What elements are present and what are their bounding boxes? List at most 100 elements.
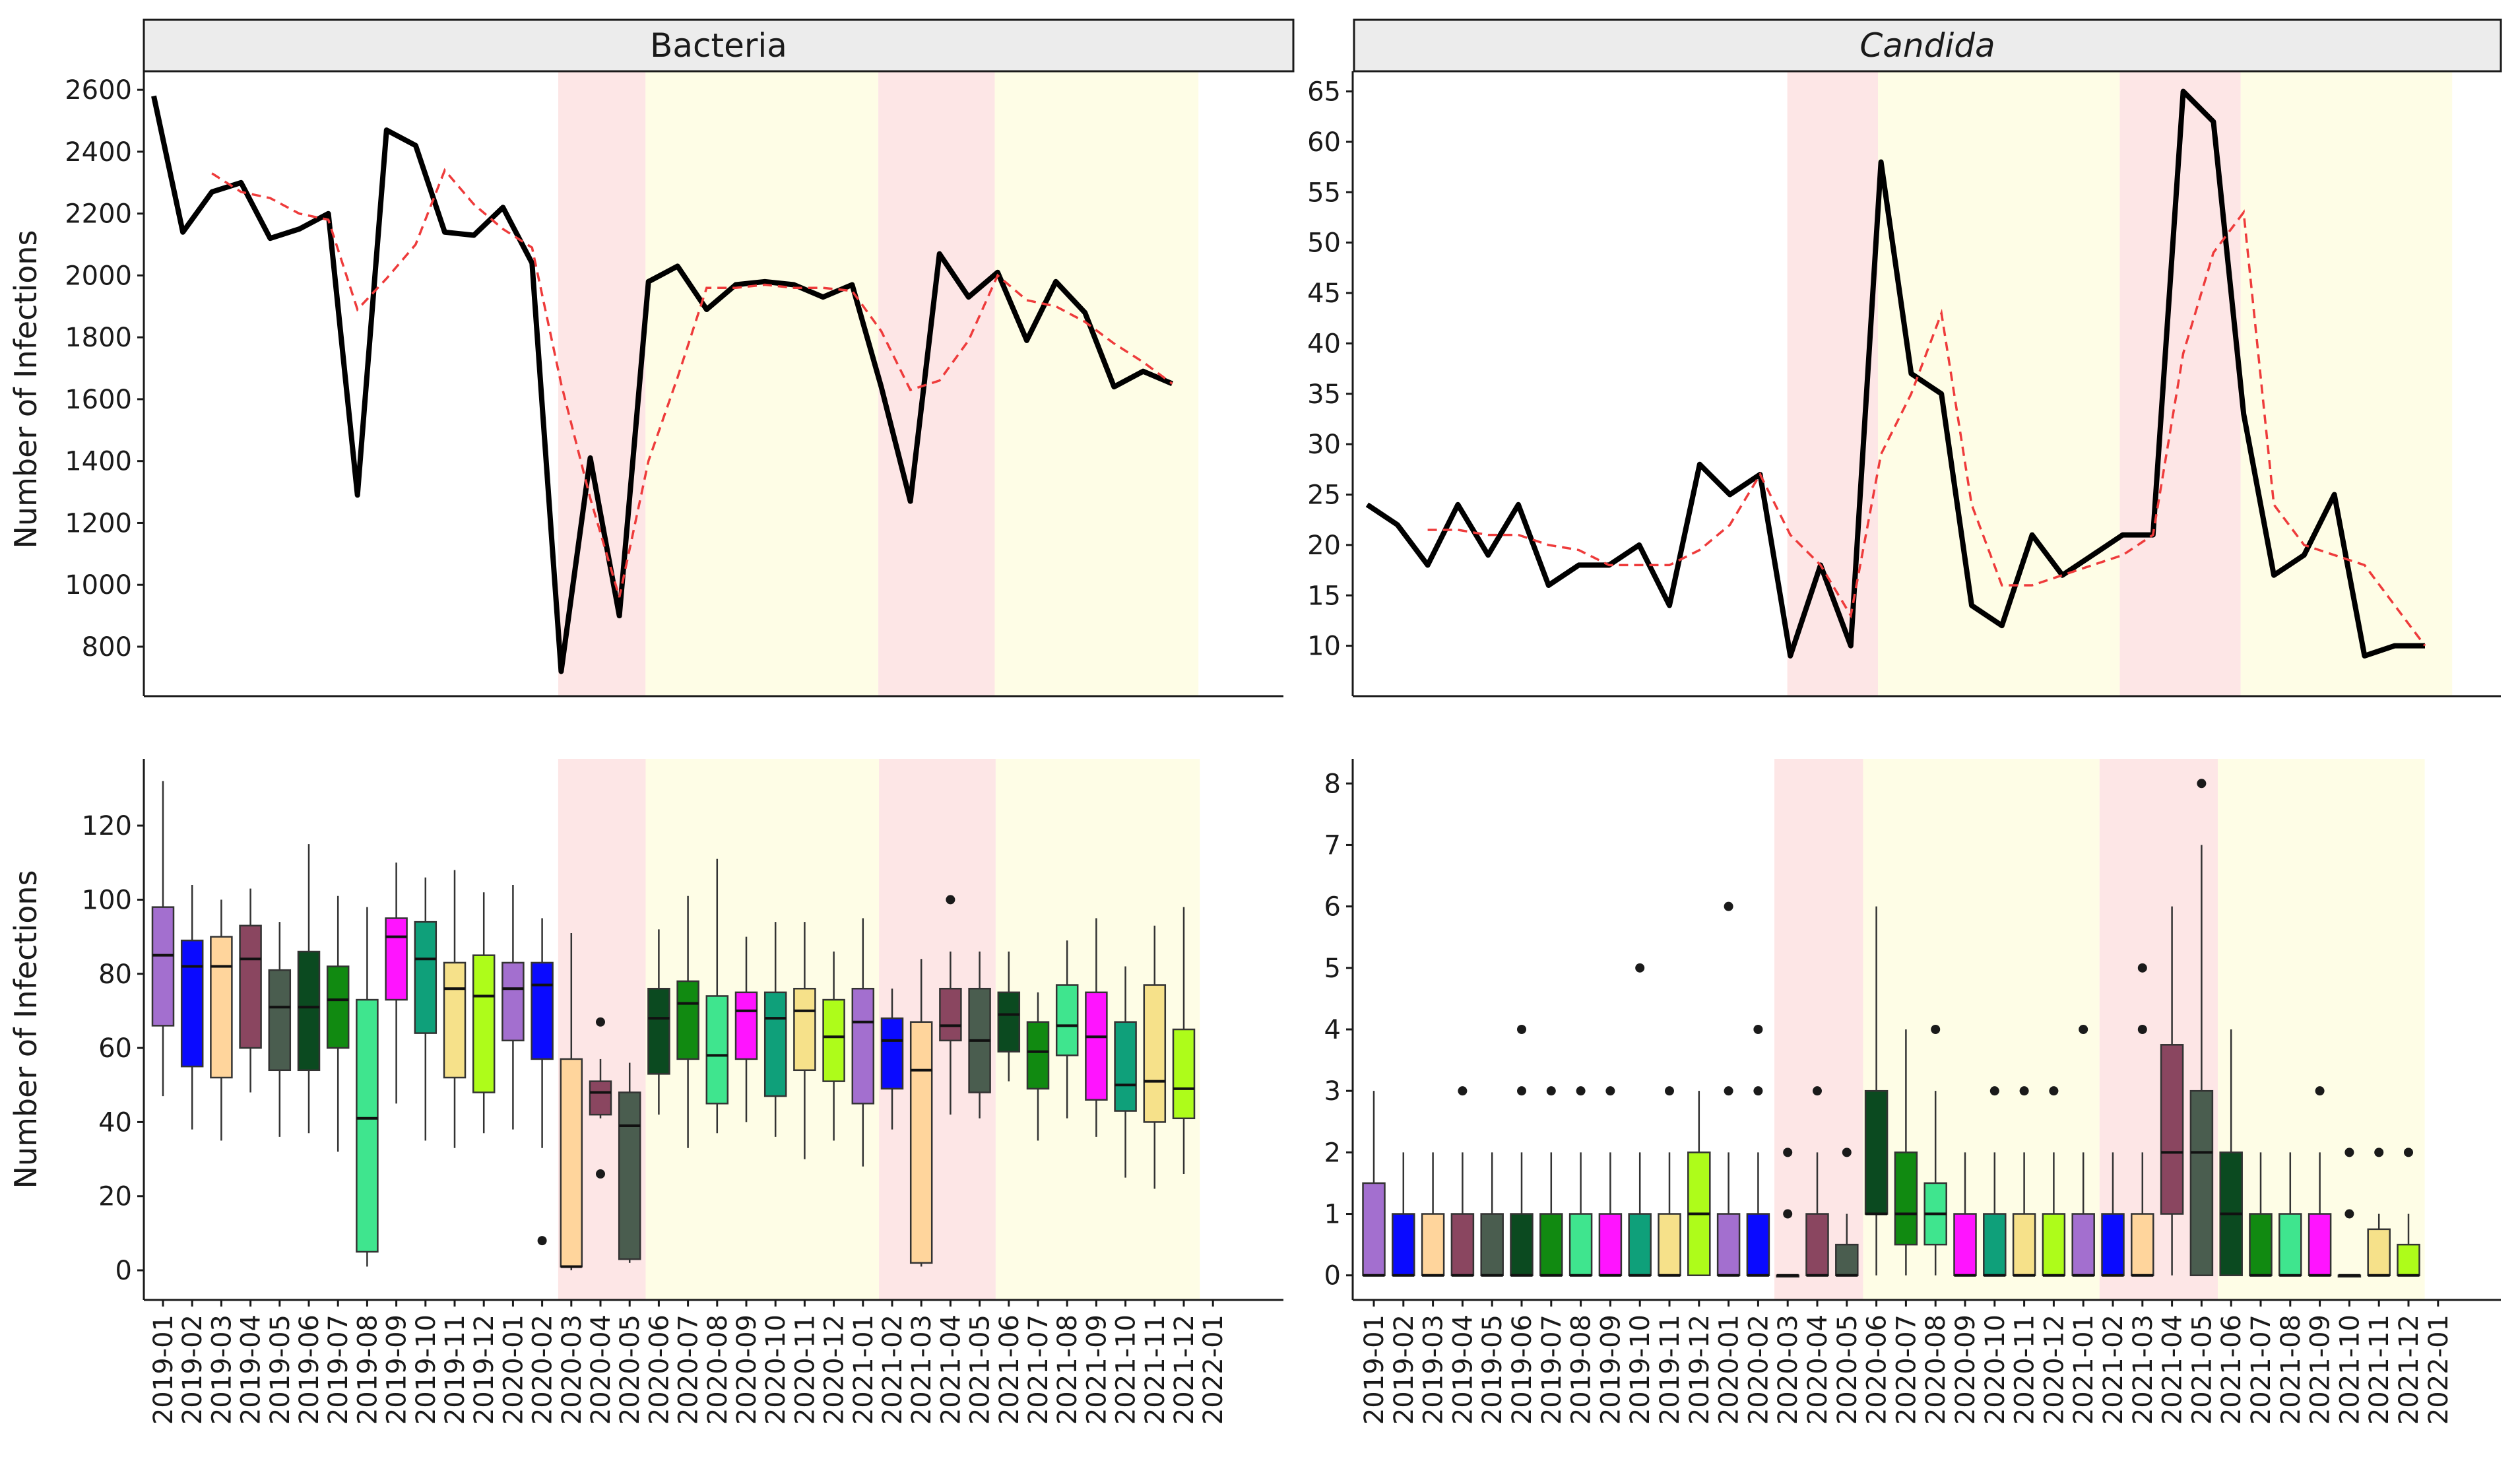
x-tick-label: 2020-12 [820,1314,850,1425]
x-tick-label: 2021-10 [2335,1314,2365,1425]
box-outlier [2079,1025,2088,1034]
box-outlier [2315,1086,2325,1096]
box-2020-12 [2042,1213,2066,1276]
x-tick-label: 2021-07 [1023,1314,1054,1425]
shaded-period-yellow [994,71,1199,696]
y-tick-label: 40 [98,1107,132,1138]
box-2020-04 [589,1080,612,1116]
y-tick-label: 100 [82,885,132,915]
box-outlier [2137,1025,2147,1034]
x-tick-label: 2021-02 [2098,1314,2129,1425]
y-tick-label: 10 [1307,631,1341,662]
x-tick-label: 2020-04 [586,1314,616,1425]
y-tick-label: 120 [82,811,132,841]
y-tick-label: 65 [1307,77,1341,108]
box-2020-12 [822,998,845,1082]
box-outlier [1517,1086,1526,1096]
y-tick-label: 2400 [65,137,132,168]
y-tick-label: 3 [1324,1076,1341,1107]
facet-title: Candida [1859,26,1995,65]
facet-strip [143,18,1295,73]
x-tick-label: 2020-02 [1743,1314,1774,1425]
box-outlier [1931,1025,1941,1034]
x-tick-label: 2021-06 [2216,1314,2247,1425]
box-outlier [537,1236,547,1246]
x-tick-label: 2019-10 [1625,1314,1656,1425]
x-tick-label: 2021-11 [1140,1314,1171,1425]
box-2019-08 [1568,1213,1593,1276]
x-tick-label: 2019-11 [1655,1314,1685,1425]
x-tick-label: 2021-09 [1082,1314,1112,1425]
y-tick-label: 5 [1324,954,1341,984]
y-tick-label: 8 [1324,769,1341,799]
box-2020-01 [1716,1213,1741,1276]
y-tick-label: 1000 [65,570,132,600]
y-axis-title: Number of Infections [8,230,44,549]
x-tick-label: 2021-12 [2394,1314,2424,1425]
box-2019-09 [1598,1213,1623,1276]
box-2021-01 [851,987,875,1105]
panel-bacteria-line: Bacteria 800 1000 1200 1400 1600 1800 2000 2200 2… [8,18,1295,697]
box-2019-05 [268,969,292,1072]
box-outlier [1783,1148,1793,1157]
panel-candida-line: Candida 10 15 20 25 30 35 40 45 50 55 60 65 [1307,18,2502,697]
box-2021-09 [2308,1213,2332,1276]
box-2020-05 [618,1091,641,1260]
x-tick-label: 2019-12 [1685,1314,1715,1425]
x-tick-label: 2021-03 [2128,1314,2158,1425]
box-2020-09 [1953,1213,1977,1276]
box-outlier [1783,1209,1793,1219]
box-2021-04 [939,987,962,1042]
box-2020-10 [1983,1213,2007,1276]
x-tick-label: 2019-02 [1389,1314,1419,1425]
y-tick-label: 50 [1307,228,1341,259]
box-outlier [1724,1086,1733,1096]
series-line-monthly-count [1365,88,2425,659]
box-2019-03 [210,936,233,1079]
box-outlier [1989,1086,1999,1096]
x-tick-label: 2021-08 [1052,1314,1083,1425]
x-tick-label: 2021-10 [1111,1314,1142,1425]
x-tick-label: 2021-05 [2187,1314,2217,1425]
y-tick-label: 6 [1324,892,1341,923]
box-2021-01 [2071,1213,2095,1276]
box-2019-07 [326,965,350,1049]
box-2020-05 [1835,1243,1859,1276]
y-tick-label: 15 [1307,581,1341,611]
y-tick-label: 1400 [65,447,132,477]
box-outlier [2344,1209,2354,1219]
y-tick-label: 2 [1324,1138,1341,1168]
box-2020-11 [2012,1213,2036,1276]
x-tick-label: 2020-10 [1980,1314,2011,1425]
x-tick-label: 2019-06 [1507,1314,1537,1425]
x-tick-label: 2019-12 [469,1314,500,1425]
x-tick-label: 2019-08 [352,1314,383,1425]
box-2019-12 [472,954,496,1093]
box-outlier [1724,901,1733,911]
box-2020-02 [531,961,554,1060]
x-tick-label: 2020-09 [1951,1314,1981,1425]
box-2019-02 [180,939,204,1068]
x-tick-label: 2019-09 [1596,1314,1626,1425]
y-tick-label: 35 [1307,379,1341,410]
y-tick-label: 2600 [65,75,132,106]
x-tick-label: 2020-12 [2039,1314,2069,1425]
box-outlier [2344,1148,2354,1157]
x-tick-label: 2019-01 [148,1314,179,1425]
box-outlier [946,895,955,905]
box-2020-02 [1746,1213,1770,1276]
box-2020-07 [1894,1151,1918,1246]
x-tick-label: 2020-11 [790,1314,820,1425]
box-2020-03 [560,1058,583,1268]
x-tick-label: 2019-07 [1537,1314,1567,1425]
x-tick-label: 2020-01 [498,1314,529,1425]
box-2019-08 [356,998,379,1253]
x-tick-label: 2019-08 [1567,1314,1597,1425]
x-tick-label: 2022-01 [1198,1314,1229,1425]
box-2020-07 [676,980,699,1060]
x-tick-label: 2020-05 [615,1314,645,1425]
y-tick-label: 30 [1307,430,1341,460]
box-2021-07 [2249,1213,2273,1276]
box-outlier [1635,963,1645,973]
x-tick-label: 2020-06 [1862,1314,1892,1425]
